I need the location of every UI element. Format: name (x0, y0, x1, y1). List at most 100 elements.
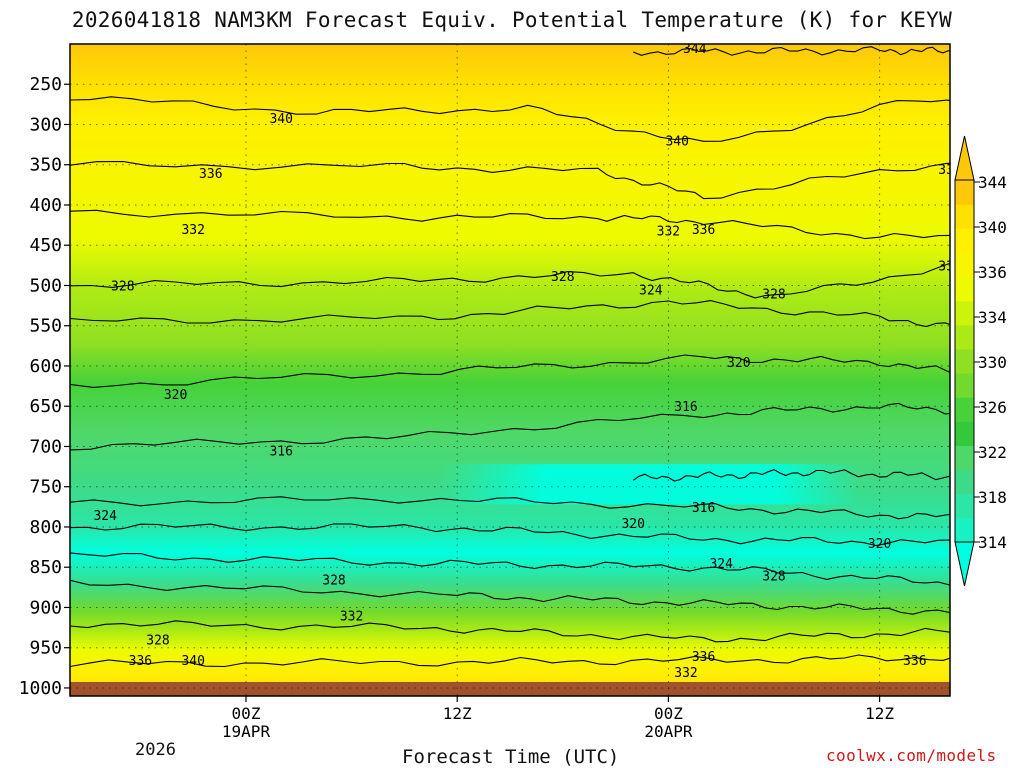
svg-text:328: 328 (111, 279, 134, 294)
contour-line-332 (70, 620, 950, 643)
contour-label: 340 (269, 112, 292, 127)
colorbar-segment (955, 276, 974, 302)
colorbar-frame (954, 179, 975, 543)
contour-label: 332 (674, 666, 697, 681)
contour-line-336 (70, 654, 950, 668)
svg-text:328: 328 (322, 573, 345, 588)
colorbar-label: 322 (978, 443, 1007, 462)
colorbar-segment (955, 493, 974, 519)
svg-text:332: 332 (181, 223, 204, 238)
y-axis: 250 300 350 400 450 500 550 600 650 700 750 800 850 9… (19, 74, 70, 699)
colorbar-segment (955, 348, 974, 374)
plot-area: 3443403403403363363323323363323283283283… (0, 44, 1024, 696)
plot-frame (69, 43, 951, 697)
x-tick-label: 12Z (443, 704, 472, 723)
colorbar-segment (955, 204, 974, 229)
contour-label: 324 (93, 509, 117, 524)
svg-text:336: 336 (692, 223, 715, 238)
svg-text:336: 336 (199, 167, 222, 182)
credit-link[interactable]: coolwx.com/models (826, 746, 997, 765)
contour-line-320 (70, 354, 950, 388)
contour-label: 332 (340, 610, 363, 625)
contour-label: 336 (903, 654, 926, 669)
contour-label: 336 (129, 654, 152, 669)
colorbar-upper-arrow (954, 135, 975, 181)
x-axis: 00Z19APR12Z00Z20APR12Z00Z21APR (222, 696, 894, 741)
contour-label: 328 (762, 288, 785, 303)
contour-line-320 (70, 523, 950, 547)
colorbar-lower-arrow (954, 541, 975, 587)
colorbar-segment (955, 180, 974, 205)
contour-label: 316 (269, 444, 292, 459)
svg-text:324: 324 (709, 557, 733, 572)
contour-label: 328 (111, 279, 134, 294)
contour-line-324 (70, 552, 950, 586)
contour-label: 316 (674, 400, 697, 415)
y-tick-label: 750 (29, 477, 62, 498)
contour-label: 336 (692, 223, 715, 238)
svg-text:332: 332 (674, 666, 697, 681)
contour-line-316 (70, 496, 950, 520)
contour-label: 340 (665, 135, 688, 150)
y-tick-label: 500 (29, 275, 62, 296)
contour-label: 344 (683, 44, 707, 57)
svg-text:320: 320 (868, 537, 891, 552)
svg-text:328: 328 (146, 634, 169, 649)
colorbar-label: 344 (978, 173, 1007, 192)
contour-label: 316 (989, 515, 1017, 532)
colorbar-segment (955, 324, 974, 350)
x-axis-year-label: 2026 (135, 740, 176, 760)
svg-text:332: 332 (340, 610, 363, 625)
svg-text:324: 324 (93, 509, 117, 524)
svg-text:328: 328 (1017, 235, 1024, 250)
contour-line-340 (70, 96, 950, 142)
svg-text:328: 328 (762, 569, 785, 584)
x-tick-label: 00Z (654, 704, 683, 723)
contour-label: 328 (1015, 233, 1024, 250)
y-tick-label: 650 (29, 396, 62, 417)
svg-text:320: 320 (164, 388, 187, 403)
y-tick-label: 250 (29, 74, 62, 95)
contour-label: 336 (692, 650, 715, 665)
y-tick-label: 550 (29, 316, 62, 337)
contour-label: 328 (146, 634, 169, 649)
svg-text:328: 328 (551, 270, 574, 285)
contour-label: 336 (199, 167, 222, 182)
x-axis-title: Forecast Time (UTC) (402, 746, 620, 768)
svg-text:332: 332 (657, 225, 680, 240)
contour-label: 332 (657, 225, 680, 240)
colorbar-segment (955, 517, 974, 543)
colorbar-label: 340 (978, 218, 1007, 237)
contour-line-328 (70, 579, 950, 615)
contour-line-316 (70, 402, 950, 451)
svg-text:336: 336 (938, 163, 961, 178)
colorbar-segment (955, 469, 974, 495)
svg-text:332: 332 (938, 259, 961, 274)
colorbar-label: 330 (978, 353, 1007, 372)
colorbar-label: 336 (978, 263, 1007, 282)
y-tick-label: 450 (29, 235, 62, 256)
y-tick-label: 400 (29, 195, 62, 216)
y-tick-label: 600 (29, 356, 62, 377)
y-tick-label: 800 (29, 517, 62, 538)
contour-label: 328 (551, 270, 574, 285)
contour-label: 336 (938, 163, 961, 178)
svg-text:340: 340 (181, 654, 204, 669)
x-tick-label: 00Z (232, 704, 261, 723)
colorbar-segment (955, 373, 974, 398)
y-tick-label: 850 (29, 557, 62, 578)
colorbar-segment (955, 300, 974, 326)
svg-text:320: 320 (0, 485, 11, 500)
contour-line-312 (632, 468, 950, 482)
svg-text:336: 336 (129, 654, 152, 669)
x-tick-date: 20APR (644, 722, 693, 741)
contour-line-344 (632, 46, 950, 56)
colorbar-label: 314 (978, 533, 1007, 552)
theta-e-field (70, 44, 950, 696)
contour-label: 320 (0, 483, 14, 500)
contour-label: 328 (762, 569, 785, 584)
colorbar-segment (955, 397, 974, 422)
contour-label: 328 (322, 573, 345, 588)
contour-label: 316 (692, 501, 715, 516)
